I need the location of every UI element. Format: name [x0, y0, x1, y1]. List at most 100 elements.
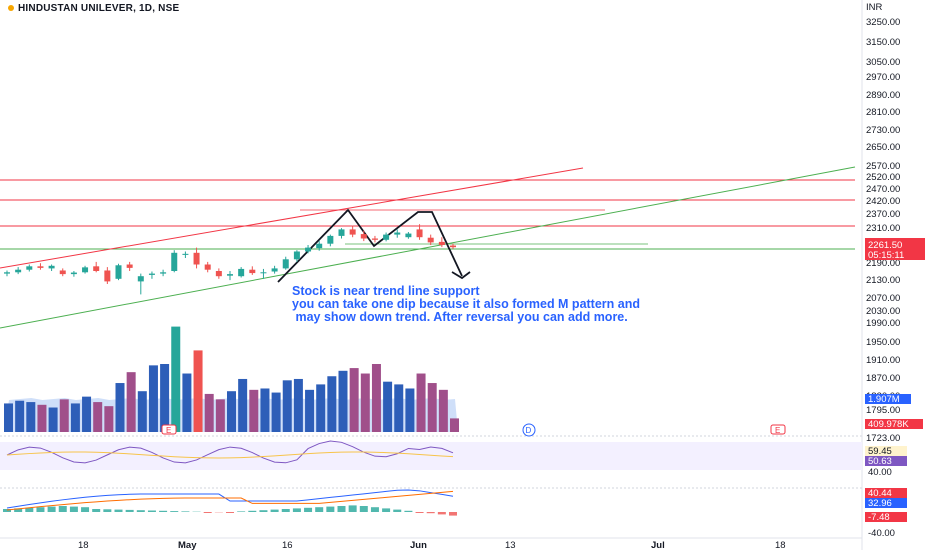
macd-bar	[370, 507, 379, 512]
macd-hist-value: -7.48	[868, 512, 890, 523]
volume-bar	[327, 376, 337, 432]
macd-bar	[259, 510, 268, 512]
volume-bar	[160, 364, 170, 432]
macd-bar	[270, 509, 279, 512]
candle-body	[126, 264, 133, 268]
macd-bar	[114, 509, 123, 512]
time-tick: 18	[775, 540, 786, 550]
volume-bar	[271, 392, 281, 432]
candle-body	[204, 264, 211, 270]
volume-bar	[450, 418, 459, 432]
candle-body	[82, 267, 89, 273]
candle-body	[450, 245, 456, 248]
rsi-ma-value: 50.63	[868, 456, 892, 467]
macd-value: 40.44	[868, 488, 892, 499]
annotation-line-2: you can take one dip because it also for…	[292, 297, 640, 311]
volume-bar	[427, 383, 437, 432]
candle-body	[48, 265, 55, 269]
time-tick: 13	[505, 540, 516, 550]
m-pattern-drawing	[277, 208, 463, 283]
volume-bar	[193, 350, 203, 432]
candle-body	[327, 235, 334, 244]
price-tick: 2420.00	[866, 196, 900, 207]
rsi-line	[6, 440, 454, 464]
price-tick: 2470.00	[866, 184, 900, 195]
macd-histogram	[3, 505, 457, 516]
price-tick: 1870.00	[866, 373, 900, 384]
volume-bar	[204, 393, 214, 432]
last-price-tag	[865, 238, 925, 260]
candle-body	[15, 269, 22, 273]
candle-body	[4, 272, 10, 274]
candle-body	[115, 265, 122, 279]
macd-bar	[203, 512, 212, 513]
price-tick: 2570.00	[866, 161, 900, 172]
candle-body	[182, 253, 189, 255]
candle-body	[427, 237, 434, 243]
candle-body	[227, 274, 233, 276]
time-tick: Jul	[651, 540, 665, 550]
volume-bar	[316, 384, 326, 432]
price-tick: 2310.00	[866, 223, 900, 234]
countdown-value: 05:15:11	[868, 250, 904, 261]
price-tick: 2130.00	[866, 275, 900, 286]
volume-bar	[349, 368, 359, 432]
macd-bar	[437, 512, 446, 515]
price-tick: 2370.00	[866, 209, 900, 220]
macd-bar	[69, 506, 78, 512]
currency-label: INR	[866, 2, 883, 13]
macd-bar	[81, 507, 90, 512]
macd-bar	[348, 505, 357, 512]
macd-bar	[92, 509, 101, 512]
volume-bar	[4, 403, 13, 432]
earnings-marker-label: E	[166, 426, 171, 435]
volume-bar	[394, 384, 404, 432]
candle-body	[383, 234, 390, 240]
price-tick: 2030.00	[866, 306, 900, 317]
macd-bar	[14, 508, 23, 512]
rsi-value: 59.45	[868, 446, 892, 457]
macd-bar	[281, 509, 290, 512]
time-axis[interactable]: 18 May 16 Jun 13 Jul 18	[78, 540, 786, 550]
candle-body	[160, 272, 167, 274]
macd-signal-value: 32.96	[868, 498, 892, 509]
macd-bar	[58, 506, 67, 512]
candle-body	[371, 238, 378, 240]
candle-body	[405, 233, 412, 238]
macd-tag	[865, 488, 907, 498]
macd-bar	[103, 509, 112, 512]
dividend-marker[interactable]	[522, 423, 536, 437]
volume-bar	[48, 407, 58, 432]
earnings-marker[interactable]	[770, 424, 786, 435]
volume-bar	[182, 373, 192, 432]
earnings-marker[interactable]	[161, 424, 177, 435]
macd-bar	[147, 510, 156, 512]
volume-bar	[438, 389, 448, 432]
candle-body	[360, 234, 367, 239]
macd-bar	[359, 506, 368, 512]
price-axis[interactable]: 3250.00 3150.00 3050.00 2970.00 2890.00 2810.…	[866, 17, 900, 457]
price-tick: 1795.00	[866, 405, 900, 416]
macd-signal-line	[6, 490, 454, 511]
price-tick: 2970.00	[866, 72, 900, 83]
volume-current-value: 409.978K	[868, 419, 909, 430]
candle-body	[104, 270, 111, 282]
volume-bar	[383, 381, 393, 432]
candle-body	[438, 241, 445, 245]
volume-bar	[260, 388, 270, 432]
volume-current-tag	[865, 419, 923, 429]
macd-bar	[25, 507, 34, 512]
red-trendline	[0, 167, 584, 269]
macd-bar	[404, 510, 413, 512]
m-pattern-arrowhead	[451, 271, 471, 280]
volume-avg-tag	[865, 394, 911, 404]
volume-bar	[171, 326, 181, 432]
time-tick: May	[178, 540, 197, 550]
macd-bar	[304, 507, 313, 512]
volume-bar	[360, 373, 370, 432]
price-tick: 2070.00	[866, 293, 900, 304]
price-tick: 1990.00	[866, 318, 900, 329]
macd-line	[6, 489, 454, 509]
volume-bar	[115, 383, 125, 432]
